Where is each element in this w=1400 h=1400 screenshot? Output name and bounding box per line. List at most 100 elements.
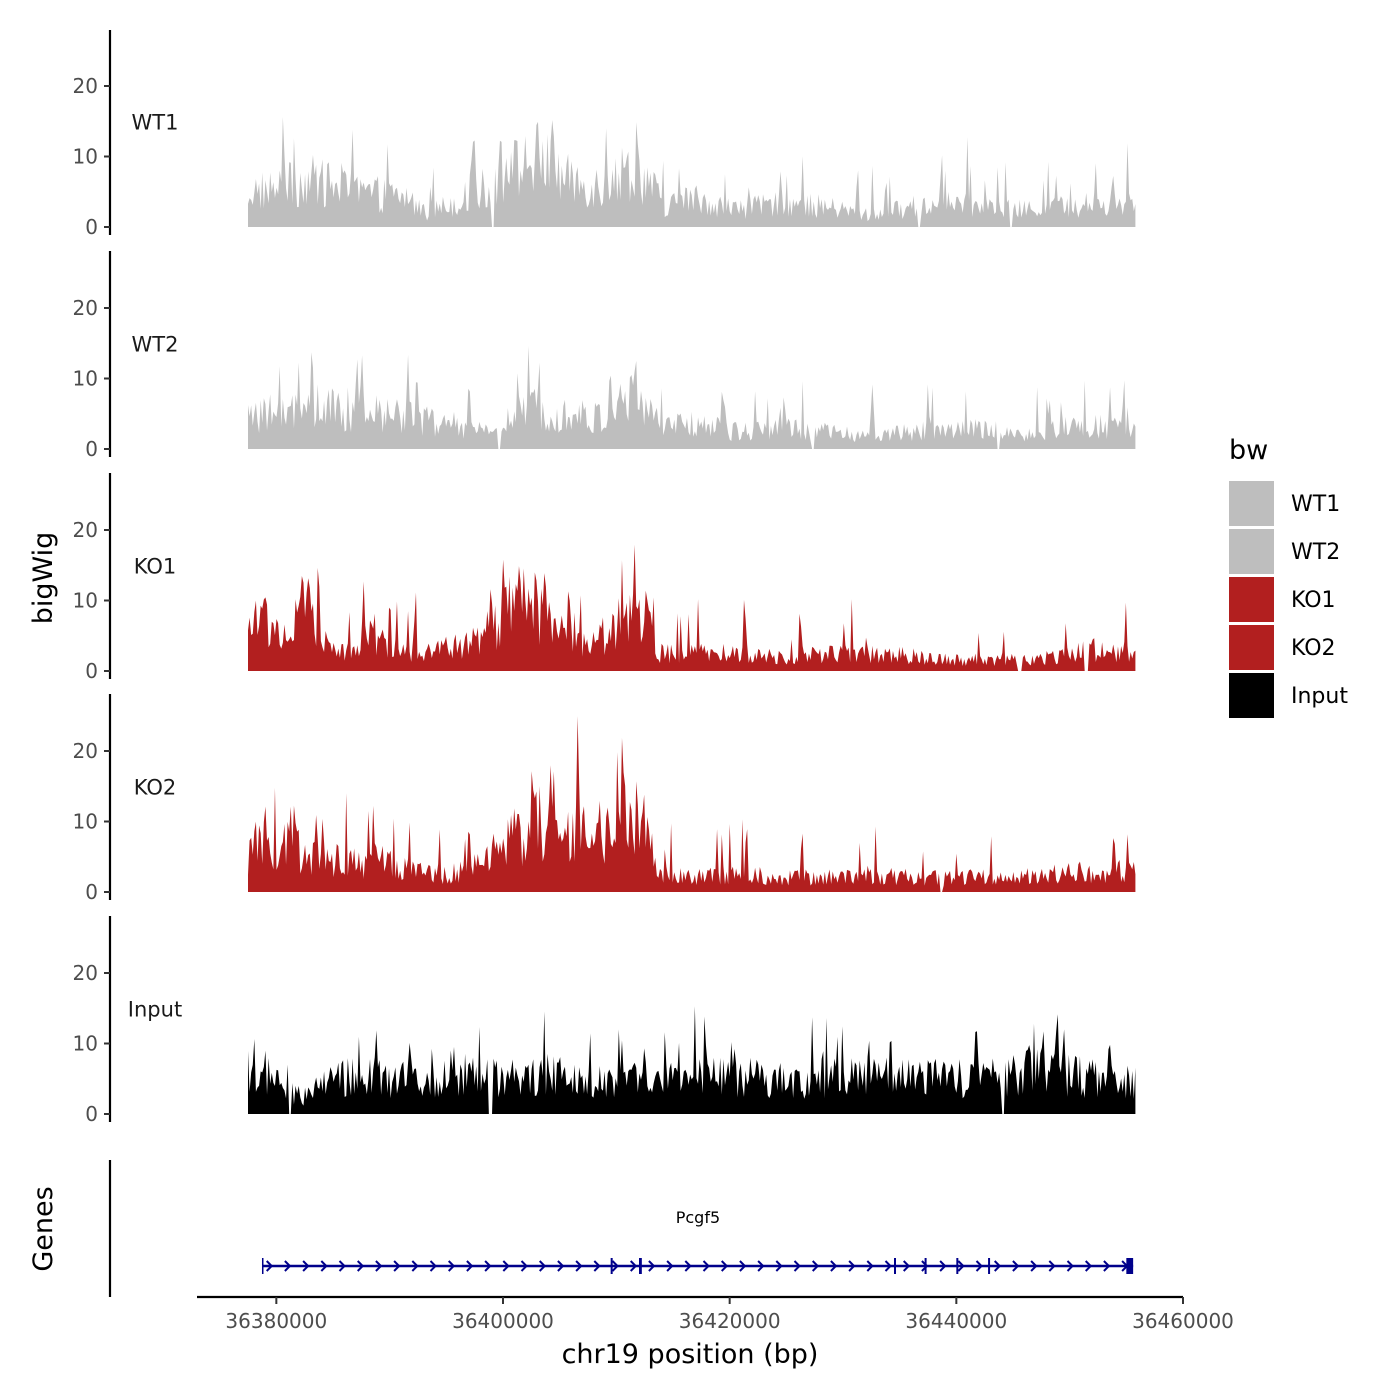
track-wt1: 0 10 20 WT1 (73, 30, 1136, 239)
exon (894, 1258, 896, 1274)
exon (956, 1258, 959, 1274)
track-label: WT2 (132, 333, 179, 357)
legend-label: Input (1291, 684, 1348, 709)
y-tick-label: 0 (85, 215, 98, 239)
y-tick-label: 10 (73, 367, 98, 391)
x-axis-title: chr19 position (bp) (562, 1339, 819, 1370)
legend-label: WT1 (1291, 492, 1340, 517)
track-ko2: 0 10 20 KO2 (73, 694, 1136, 904)
track-label: WT1 (132, 111, 179, 135)
gene-label: Pcgf5 (676, 1208, 720, 1227)
y-tick-label: 0 (85, 437, 98, 461)
strand-arrow (393, 1260, 401, 1272)
track-label: KO2 (134, 776, 177, 800)
strand-arrow (811, 1260, 820, 1272)
strand-arrow (939, 1260, 947, 1272)
exon (988, 1258, 991, 1274)
y-tick-label: 20 (73, 518, 98, 542)
gene-model: Pcgf5 (261, 1208, 1134, 1274)
x-tick-label: 36420000 (679, 1309, 781, 1333)
strand-arrow (557, 1260, 565, 1272)
strand-arrow (484, 1260, 492, 1272)
strand-arrow (666, 1260, 674, 1272)
strand-arrow (302, 1260, 310, 1272)
strand-arrow (1030, 1260, 1038, 1272)
strand-arrow (502, 1260, 510, 1272)
y-tick-label: 10 (73, 1032, 98, 1056)
y-tick-label: 20 (73, 739, 98, 763)
y-tick-label: 10 (73, 589, 98, 613)
strand-arrow (648, 1260, 656, 1272)
strand-arrow (538, 1260, 547, 1272)
signal-area (248, 117, 1136, 227)
strand-arrow (1012, 1260, 1020, 1272)
signal-area (248, 716, 1136, 892)
legend-item: Input (1229, 673, 1348, 718)
y-tick-label: 0 (85, 880, 98, 904)
strand-arrow (447, 1260, 456, 1272)
strand-arrow (902, 1260, 911, 1272)
strand-arrow (1066, 1260, 1074, 1272)
signal-area (248, 544, 1136, 671)
y-tick-label: 10 (73, 145, 98, 169)
gene-track-title: Genes (28, 1186, 59, 1271)
legend-label: WT2 (1291, 540, 1340, 565)
x-axis: 36380000 36400000 36420000 36440000 36460000 (197, 1295, 1234, 1333)
strand-arrow (993, 1260, 1002, 1272)
strand-arrow (1048, 1260, 1056, 1272)
strand-arrow (757, 1260, 765, 1272)
legend-item: KO1 (1229, 577, 1336, 622)
strand-arrow (739, 1260, 747, 1272)
strand-arrow (775, 1260, 783, 1272)
legend: bw WT1 WT2 KO1 KO2 Input (1229, 435, 1348, 718)
bigwig-track-panels: 0 10 20 WT1 0 10 20 WT2 0 10 20 KO1 0 10 20 KO2 0 10 20 Inp… (73, 30, 1136, 1126)
strand-arrow (720, 1260, 729, 1272)
exon (639, 1258, 642, 1274)
strand-arrow (284, 1260, 292, 1272)
legend-item: WT1 (1229, 481, 1340, 526)
legend-swatch (1229, 577, 1274, 622)
strand-arrow (338, 1260, 346, 1272)
gene-track-panel: Genes Pcgf5 (28, 1160, 1134, 1297)
track-ko1: 0 10 20 KO1 (73, 473, 1136, 683)
signal-area (248, 346, 1136, 449)
strand-arrow (975, 1260, 983, 1272)
y-tick-label: 20 (73, 961, 98, 985)
strand-arrow (411, 1260, 419, 1272)
strand-arrow (593, 1260, 601, 1272)
legend-swatch (1229, 529, 1274, 574)
legend-item: WT2 (1229, 529, 1340, 574)
strand-arrow (684, 1260, 692, 1272)
legend-label: KO2 (1291, 636, 1336, 661)
strand-arrow (921, 1260, 929, 1272)
strand-arrow (884, 1260, 892, 1272)
x-tick-label: 36460000 (1132, 1309, 1234, 1333)
y-axis-title: bigWig (28, 532, 59, 625)
x-tick-label: 36400000 (452, 1309, 554, 1333)
strand-arrow (1084, 1260, 1093, 1272)
y-tick-label: 0 (85, 659, 98, 683)
exon (924, 1258, 927, 1274)
strand-arrow (375, 1260, 383, 1272)
track-wt2: 0 10 20 WT2 (73, 251, 1136, 461)
strand-arrow (520, 1260, 528, 1272)
signal-area (248, 1006, 1136, 1114)
legend-swatch (1229, 481, 1274, 526)
exon (1126, 1258, 1134, 1274)
track-input: 0 10 20 Input (73, 916, 1136, 1126)
strand-arrow (629, 1260, 638, 1272)
y-tick-label: 20 (73, 296, 98, 320)
track-label: Input (128, 998, 182, 1022)
strand-arrow (429, 1260, 437, 1272)
strand-arrow (793, 1260, 801, 1272)
strand-arrow (265, 1260, 274, 1272)
x-tick-label: 36440000 (905, 1309, 1007, 1333)
strand-arrow (702, 1260, 710, 1272)
legend-title: bw (1229, 435, 1268, 466)
strand-arrow (957, 1260, 965, 1272)
y-tick-label: 0 (85, 1102, 98, 1126)
legend-swatch (1229, 673, 1274, 718)
y-tick-label: 10 (73, 810, 98, 834)
strand-arrow (1103, 1260, 1111, 1272)
